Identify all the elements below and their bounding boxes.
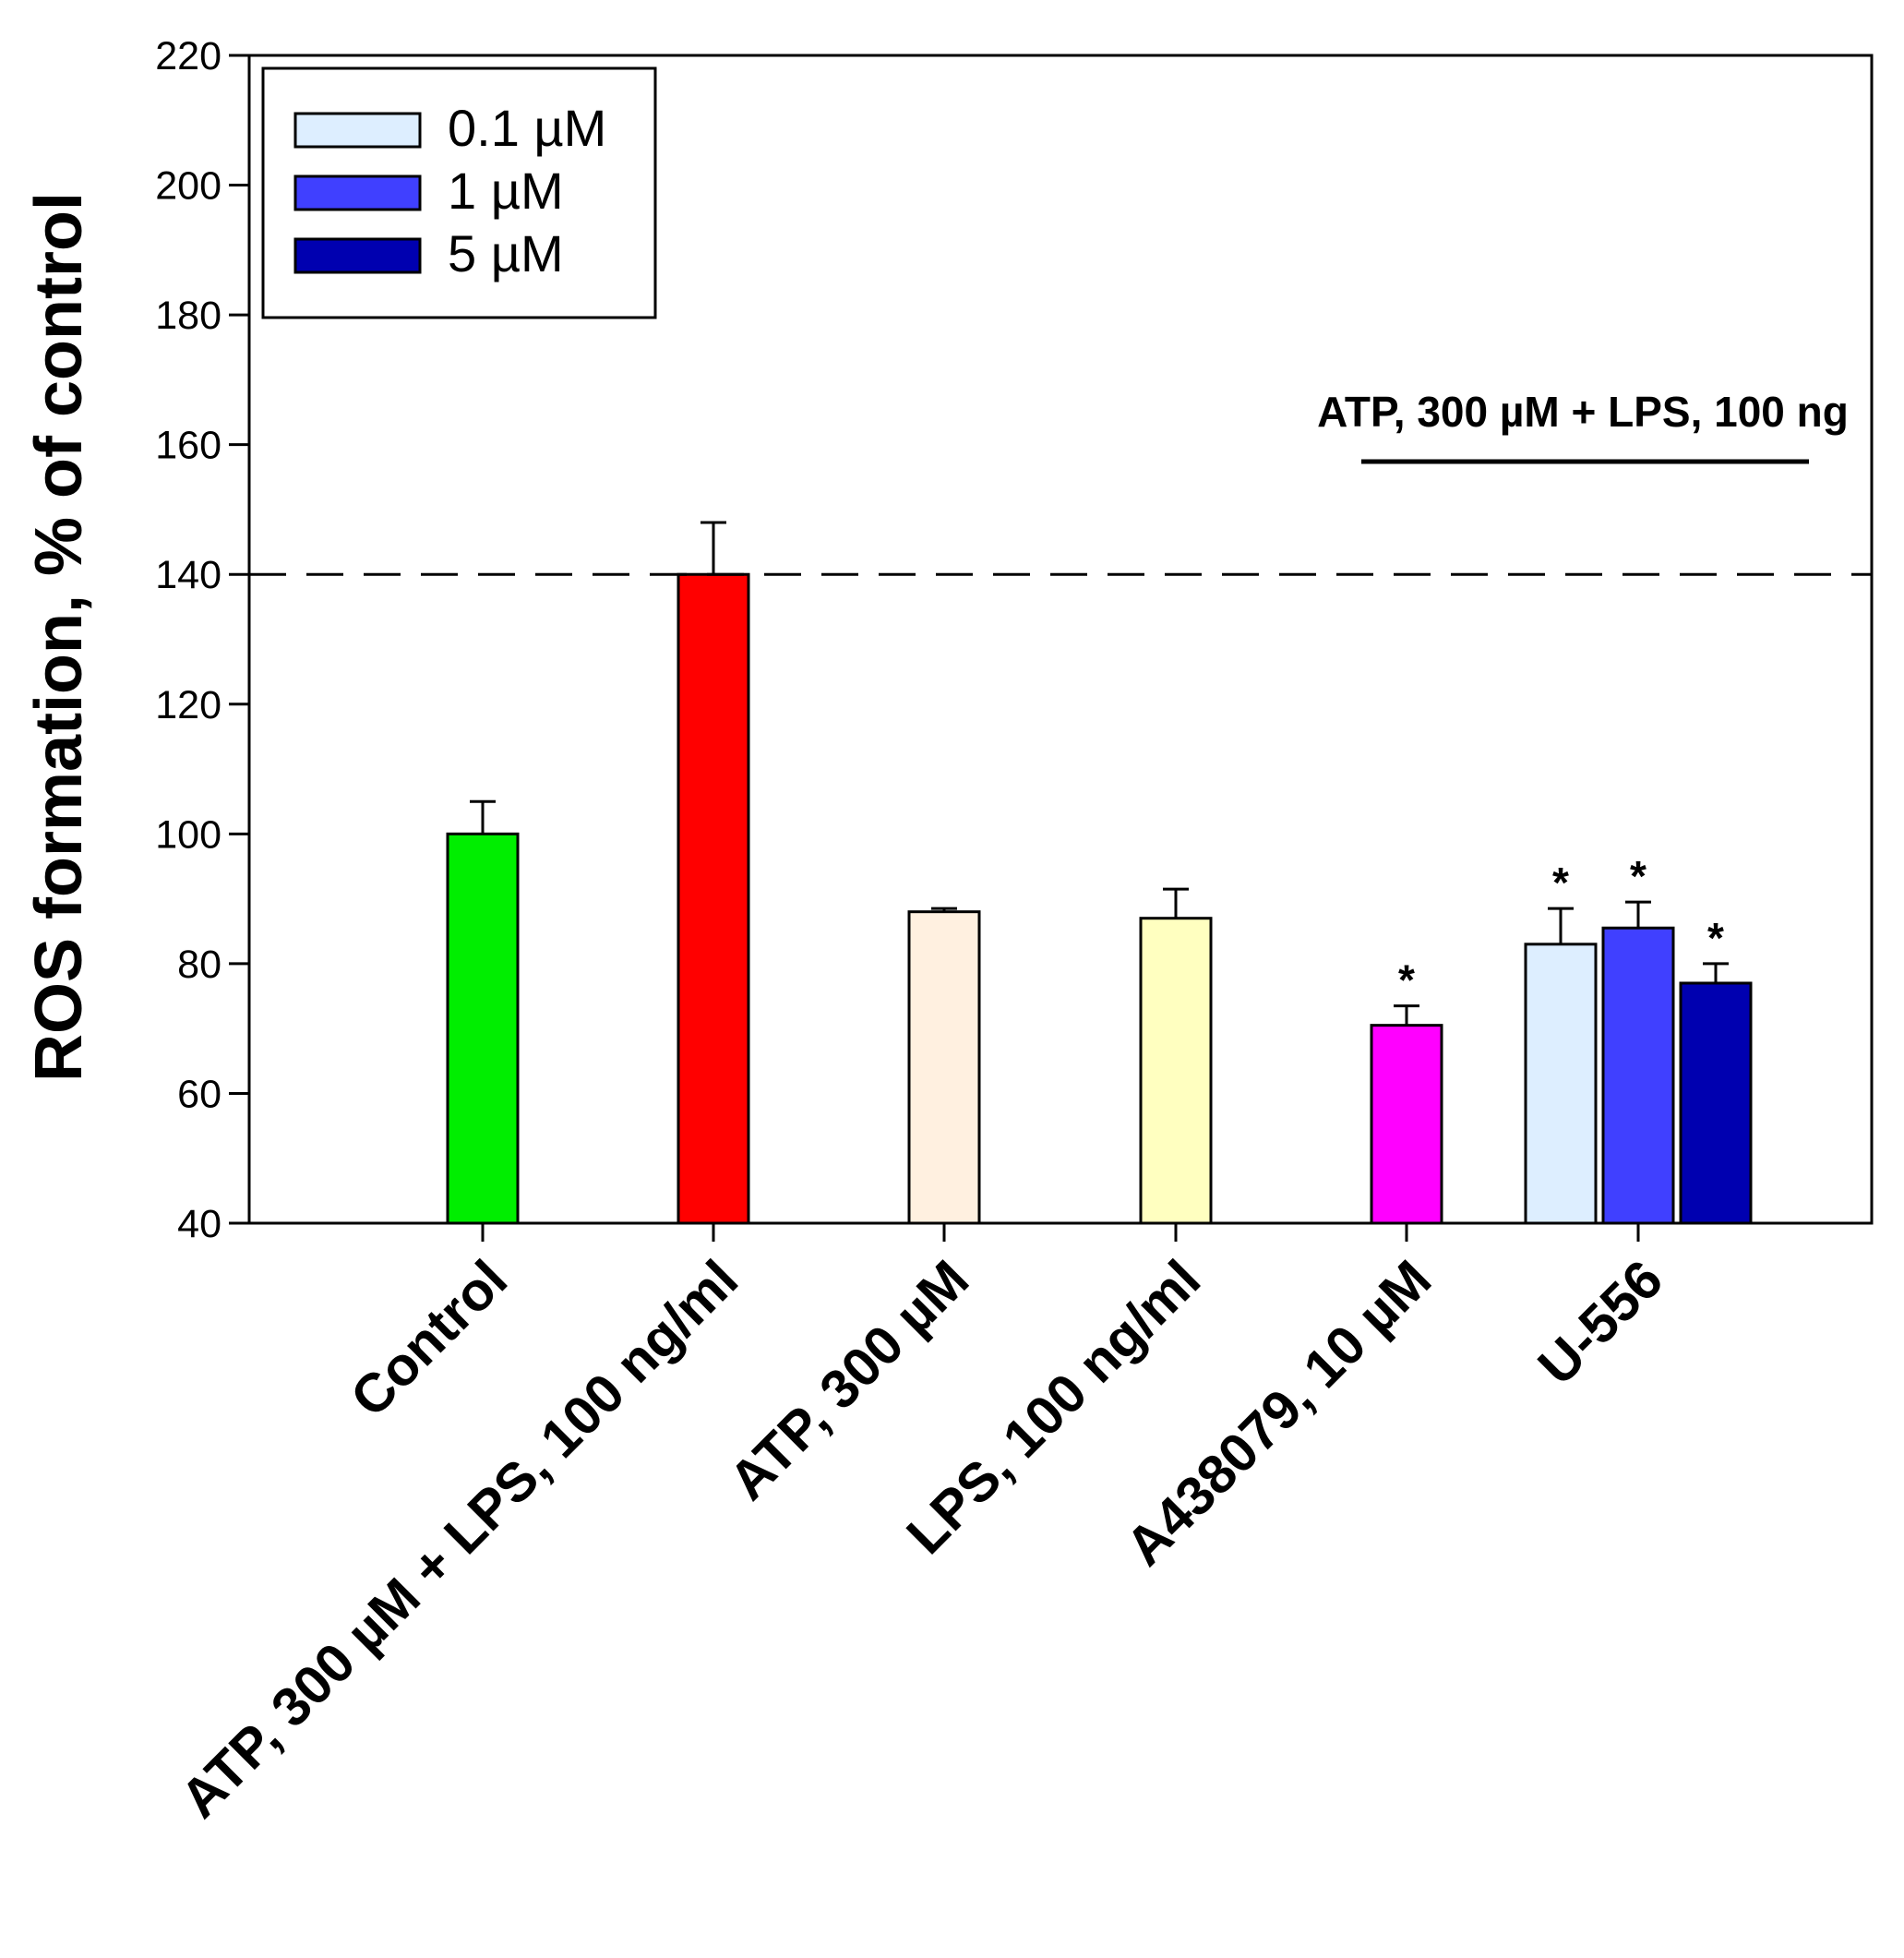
legend-swatch-0 (293, 112, 422, 149)
legend: 0.1 µM1 µM5 µM (261, 66, 657, 319)
x-category-label: Control (339, 1249, 519, 1429)
bar-u556-2 (1679, 981, 1753, 1225)
treatment-annotation: ATP, 300 µM + LPS, 100 ng (1317, 388, 1849, 464)
y-tick-label: 200 (155, 164, 222, 209)
y-tick-label: 160 (155, 424, 222, 468)
significance-markers: * * * * (1398, 852, 1724, 1003)
bar-4-significance-star: * (1398, 956, 1415, 1004)
bar-1 (677, 572, 750, 1225)
y-axis: 40 60 80 100 120 140 160 180 200 220 (155, 34, 249, 1246)
y-axis-label: ROS formation, % of control (22, 192, 96, 1082)
legend-label-1: 1 µM (448, 162, 564, 220)
error-bars-layer (470, 521, 1729, 1026)
legend-swatch-1 (293, 174, 422, 211)
bar-4 (1370, 1024, 1443, 1225)
y-tick-label: 140 (155, 553, 222, 597)
legend-label-2: 5 µM (448, 224, 564, 282)
legend-label-0: 0.1 µM (448, 99, 606, 157)
bar-u556-2-significance-star: * (1707, 914, 1724, 962)
y-tick-label: 180 (155, 294, 222, 338)
bar-u556-0 (1524, 943, 1598, 1225)
bar-u556-0-significance-star: * (1552, 859, 1569, 907)
legend-swatch-2 (293, 237, 422, 274)
y-tick-label: 40 (177, 1202, 222, 1246)
y-tick-label: 60 (177, 1072, 222, 1116)
bar-0 (446, 832, 520, 1225)
plot-area-frame (247, 54, 1874, 1225)
y-tick-label: 120 (155, 683, 222, 727)
y-tick-label: 100 (155, 812, 222, 857)
x-category-label: ATP, 300 µM (717, 1249, 980, 1512)
bar-u556-1 (1601, 926, 1675, 1225)
bar-u556-1-significance-star: * (1630, 852, 1647, 900)
annotation-text: ATP, 300 µM + LPS, 100 ng (1317, 388, 1849, 436)
y-tick-label: 220 (155, 34, 222, 78)
bar-3 (1139, 917, 1213, 1225)
bar-2 (907, 910, 981, 1225)
x-category-label: U-556 (1527, 1249, 1674, 1397)
y-tick-label: 80 (177, 943, 222, 987)
